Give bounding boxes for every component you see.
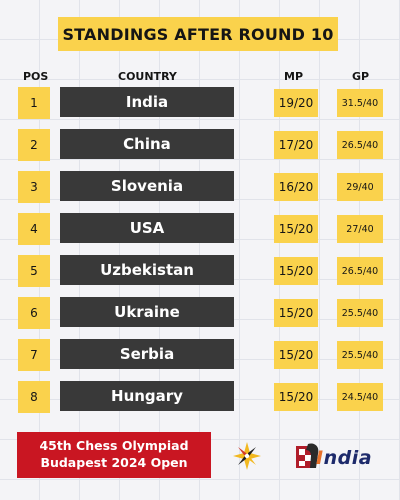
event-location: Budapest 2024 Open [40, 455, 188, 470]
standings-row: 2 China 17/20 26.5/40 [0, 129, 400, 161]
standings-row: 6 Ukraine 15/20 25.5/40 [0, 297, 400, 329]
standings-row: 4 USA 15/20 27/40 [0, 213, 400, 245]
chessbase-india-logo-icon [296, 443, 319, 468]
brand-wordmark: India [316, 447, 372, 469]
position-cell: 1 [18, 87, 50, 119]
position-cell: 2 [18, 129, 50, 161]
country-cell: Hungary [60, 381, 234, 411]
game-points-cell: 27/40 [337, 215, 383, 243]
game-points-cell: 26.5/40 [337, 257, 383, 285]
country-cell: Ukraine [60, 297, 234, 327]
match-points-cell: 17/20 [274, 131, 318, 159]
match-points-cell: 15/20 [274, 383, 318, 411]
header-mp: MP [284, 70, 304, 83]
standings-row: 1 India 19/20 31.5/40 [0, 87, 400, 119]
header-country: COUNTRY [118, 70, 177, 83]
game-points-cell: 31.5/40 [337, 89, 383, 117]
brand-initial: I [316, 447, 324, 469]
country-cell: India [60, 87, 234, 117]
match-points-cell: 15/20 [274, 299, 318, 327]
country-cell: Slovenia [60, 171, 234, 201]
event-name: 45th Chess Olympiad [39, 438, 189, 454]
standings-row: 5 Uzbekistan 15/20 26.5/40 [0, 255, 400, 287]
header-pos: POS [23, 70, 49, 83]
brand-word-rest: ndia [323, 447, 373, 469]
olympiad-star-logo-icon [233, 442, 261, 470]
page-title: STANDINGS AFTER ROUND 10 [58, 17, 338, 51]
country-cell: Serbia [60, 339, 234, 369]
standings-row: 8 Hungary 15/20 24.5/40 [0, 381, 400, 413]
event-banner: 45th Chess Olympiad Budapest 2024 Open [17, 432, 211, 478]
position-cell: 8 [18, 381, 50, 413]
country-cell: USA [60, 213, 234, 243]
country-cell: China [60, 129, 234, 159]
position-cell: 7 [18, 339, 50, 371]
game-points-cell: 26.5/40 [337, 131, 383, 159]
match-points-cell: 15/20 [274, 341, 318, 369]
position-cell: 5 [18, 255, 50, 287]
game-points-cell: 25.5/40 [337, 299, 383, 327]
standings-row: 7 Serbia 15/20 25.5/40 [0, 339, 400, 371]
match-points-cell: 16/20 [274, 173, 318, 201]
header-gp: GP [352, 70, 370, 83]
match-points-cell: 19/20 [274, 89, 318, 117]
country-cell: Uzbekistan [60, 255, 234, 285]
match-points-cell: 15/20 [274, 257, 318, 285]
position-cell: 4 [18, 213, 50, 245]
game-points-cell: 24.5/40 [337, 383, 383, 411]
standings-row: 3 Slovenia 16/20 29/40 [0, 171, 400, 203]
position-cell: 6 [18, 297, 50, 329]
match-points-cell: 15/20 [274, 215, 318, 243]
position-cell: 3 [18, 171, 50, 203]
game-points-cell: 29/40 [337, 173, 383, 201]
game-points-cell: 25.5/40 [337, 341, 383, 369]
